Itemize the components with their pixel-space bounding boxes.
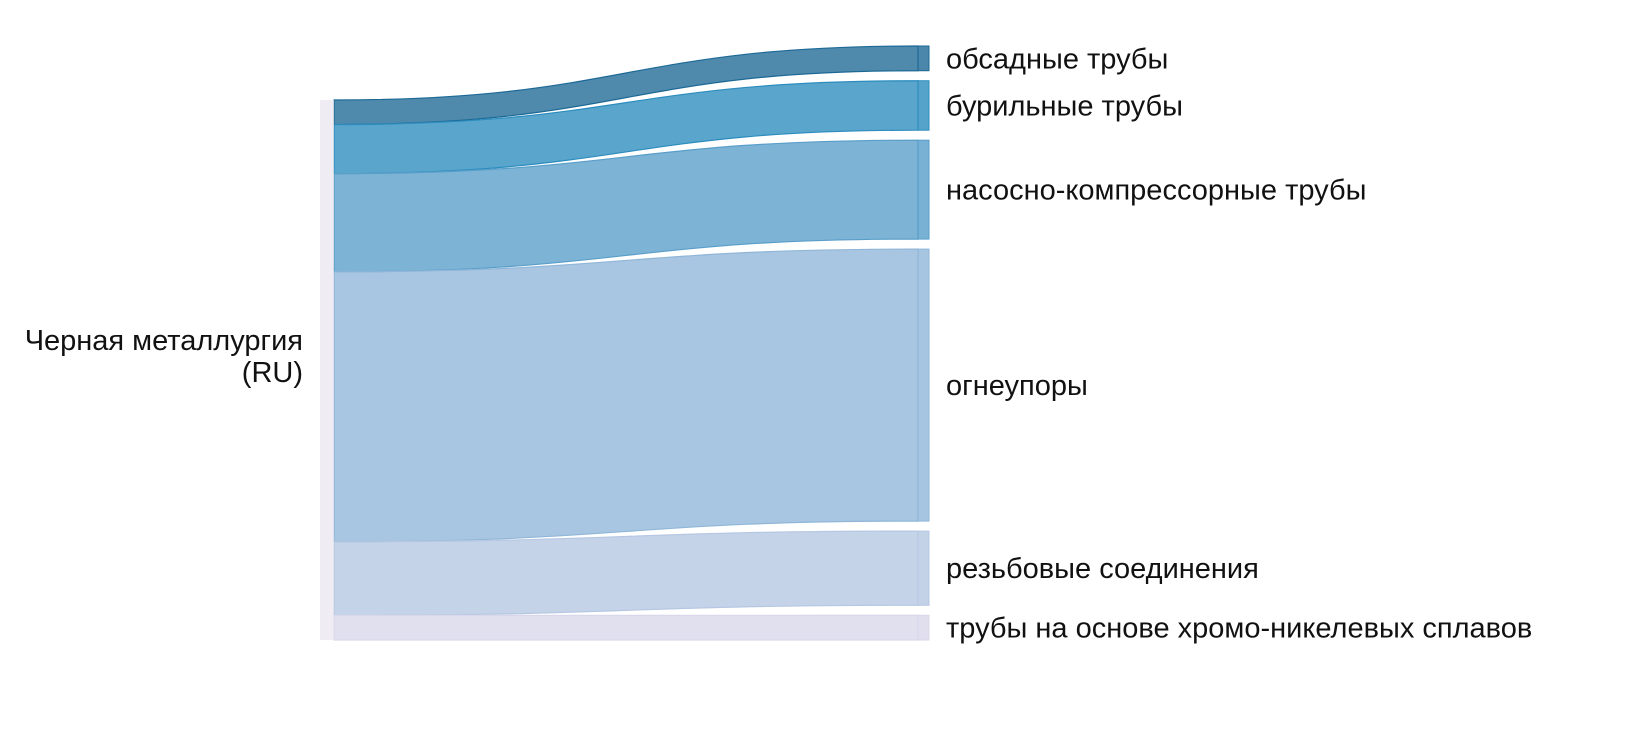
source-label-line: (RU) (242, 357, 303, 389)
sankey-link (333, 614, 919, 641)
target-label: трубы на основе хромо-никелевых сплавов (946, 613, 1532, 645)
source-label-line: Черная металлургия (25, 325, 303, 357)
target-label: огнеупоры (946, 370, 1088, 402)
source-node (320, 100, 334, 640)
source-label: Черная металлургия (RU) (25, 325, 303, 389)
target-node (917, 80, 930, 131)
sankey-links (333, 45, 919, 641)
sankey-link (333, 248, 919, 543)
target-label: резьбовые соединения (946, 553, 1259, 585)
sankey-labels: Черная металлургия (RU) обсадные трубы бури… (25, 43, 1533, 644)
target-label: насосно-компрессорные трубы (946, 175, 1366, 207)
target-node (917, 139, 930, 240)
target-node (917, 614, 930, 641)
target-node (917, 248, 930, 522)
target-node (917, 530, 930, 606)
target-label: бурильные трубы (946, 90, 1183, 122)
sankey-nodes (320, 45, 930, 641)
target-node (917, 45, 930, 72)
sankey-link (333, 530, 919, 617)
target-label: обсадные трубы (946, 43, 1168, 75)
